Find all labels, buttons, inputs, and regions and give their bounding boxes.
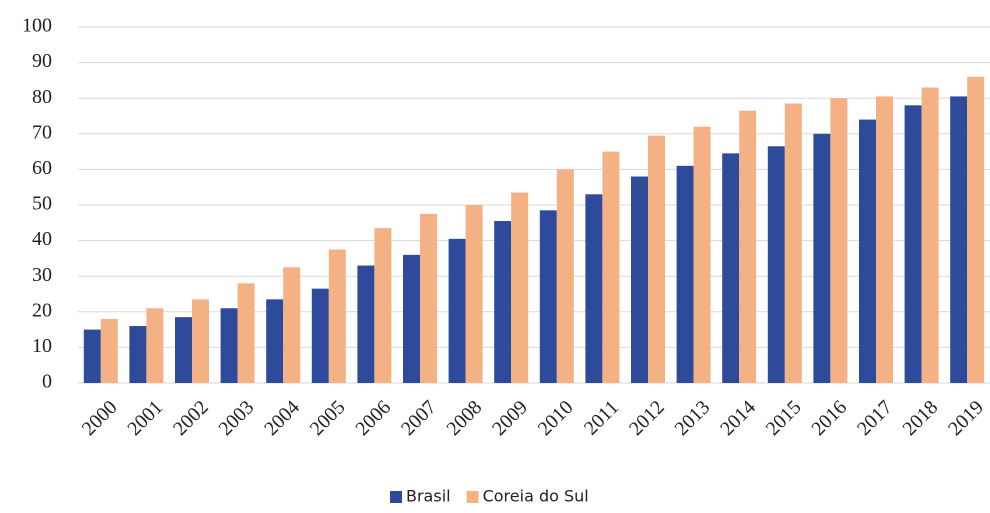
x-tick-label: 2006: [351, 396, 395, 440]
x-tick-label: 2011: [580, 396, 623, 439]
bar: [676, 165, 694, 383]
bar: [100, 318, 118, 383]
bar: [813, 133, 831, 383]
bar: [904, 105, 922, 383]
bar: [175, 317, 192, 383]
bar: [511, 192, 529, 383]
bar: [465, 205, 483, 383]
y-tick-label: 40: [32, 228, 52, 250]
x-tick-label: 2019: [944, 396, 988, 440]
x-tick-label: 2013: [671, 396, 715, 440]
bar: [967, 76, 985, 383]
bar: [648, 135, 665, 383]
x-tick-label: 2009: [488, 396, 532, 440]
y-tick-label: 60: [32, 157, 52, 179]
y-tick-label: 100: [22, 15, 52, 37]
bar: [266, 299, 284, 383]
bar: [539, 210, 557, 383]
bar: [129, 326, 147, 383]
bar: [876, 96, 893, 384]
bar: [237, 283, 255, 383]
bar: [767, 146, 785, 383]
y-tick-label: 80: [32, 86, 52, 108]
x-tick-label: 2015: [762, 396, 806, 440]
x-tick-label: 2002: [169, 396, 213, 440]
x-tick-label: 2018: [899, 396, 943, 440]
x-tick-label: 2012: [625, 396, 669, 440]
x-tick-label: 2008: [443, 396, 487, 440]
y-tick-label: 10: [32, 335, 52, 357]
bar: [921, 87, 939, 384]
y-tick-label: 0: [42, 371, 52, 393]
bar: [83, 329, 101, 383]
bar: [585, 194, 603, 383]
x-tick-label: 2010: [534, 396, 578, 440]
bar: [494, 221, 512, 383]
bar: [448, 238, 466, 383]
bar: [830, 98, 848, 383]
x-tick-label: 2005: [306, 396, 350, 440]
bar: [220, 308, 238, 383]
legend-swatch: [390, 491, 402, 503]
x-tick-label: 2007: [397, 396, 441, 440]
bar: [311, 288, 329, 383]
bar: [403, 254, 420, 383]
bar: [328, 249, 346, 383]
x-tick-label: 2003: [215, 396, 259, 440]
x-tick-label: 2017: [853, 396, 897, 440]
legend-label: Brasil: [406, 487, 451, 506]
y-tick-label: 50: [32, 193, 52, 215]
legend-swatch: [466, 491, 479, 503]
bar: [283, 267, 301, 383]
bar: [420, 213, 437, 383]
bar: [693, 126, 711, 384]
bar: [192, 299, 209, 383]
bar: [950, 96, 968, 384]
bar: [739, 110, 757, 383]
x-tick-label: 2000: [78, 396, 122, 440]
bar: [859, 119, 876, 383]
x-tick-label: 2016: [807, 396, 851, 440]
bar: [146, 308, 164, 383]
x-tick-label: 2001: [123, 396, 167, 440]
bar: [374, 228, 392, 383]
y-tick-label: 30: [32, 264, 52, 286]
bar: [602, 151, 620, 383]
bar: [784, 103, 802, 383]
legend-label: Coreia do Sul: [483, 487, 589, 506]
y-tick-label: 20: [32, 299, 52, 321]
bar: [357, 265, 375, 383]
bar: [722, 153, 740, 383]
bar: [631, 176, 648, 383]
y-tick-label: 70: [32, 121, 52, 143]
y-tick-label: 90: [32, 50, 52, 72]
bar: [556, 169, 574, 383]
x-tick-label: 2004: [260, 396, 304, 440]
x-tick-label: 2014: [716, 396, 760, 440]
